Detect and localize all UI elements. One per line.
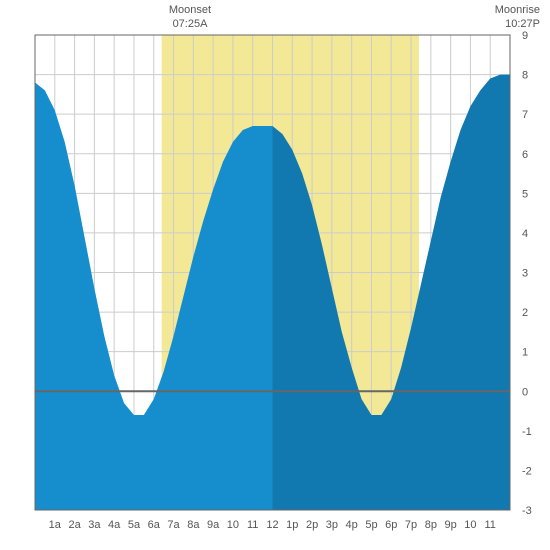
svg-text:10: 10 bbox=[464, 519, 476, 531]
moonset-time: 07:25A bbox=[173, 18, 208, 30]
svg-text:1p: 1p bbox=[286, 519, 298, 531]
svg-text:6: 6 bbox=[522, 149, 528, 161]
svg-text:11: 11 bbox=[247, 519, 258, 531]
svg-text:6p: 6p bbox=[385, 519, 397, 531]
moonrise-title: Moonrise bbox=[495, 4, 540, 16]
svg-text:8: 8 bbox=[522, 70, 528, 82]
svg-text:4p: 4p bbox=[346, 519, 358, 531]
svg-text:1: 1 bbox=[522, 347, 528, 359]
svg-text:7a: 7a bbox=[167, 519, 180, 531]
svg-text:5p: 5p bbox=[365, 519, 377, 531]
svg-text:12: 12 bbox=[266, 519, 278, 531]
svg-text:7p: 7p bbox=[405, 519, 417, 531]
svg-text:-2: -2 bbox=[522, 465, 532, 477]
moonset-label: Moonset 07:25A bbox=[160, 3, 220, 32]
svg-text:6a: 6a bbox=[148, 519, 161, 531]
svg-text:1a: 1a bbox=[49, 519, 62, 531]
svg-text:3a: 3a bbox=[88, 519, 101, 531]
svg-text:-3: -3 bbox=[522, 505, 532, 517]
svg-text:2a: 2a bbox=[68, 519, 81, 531]
svg-text:8p: 8p bbox=[425, 519, 437, 531]
svg-text:-1: -1 bbox=[522, 426, 532, 438]
moonrise-label: Moonrise 10:27P bbox=[480, 3, 540, 32]
moonrise-time: 10:27P bbox=[505, 18, 540, 30]
svg-text:10: 10 bbox=[227, 519, 239, 531]
svg-text:5a: 5a bbox=[128, 519, 141, 531]
svg-text:9p: 9p bbox=[445, 519, 457, 531]
svg-text:3p: 3p bbox=[326, 519, 338, 531]
svg-text:4a: 4a bbox=[108, 519, 121, 531]
moonset-title: Moonset bbox=[169, 4, 211, 16]
svg-text:8a: 8a bbox=[187, 519, 200, 531]
svg-text:7: 7 bbox=[522, 109, 528, 121]
svg-text:2: 2 bbox=[522, 307, 528, 319]
svg-text:11: 11 bbox=[484, 519, 495, 531]
chart-svg: 1a2a3a4a5a6a7a8a9a1011121p2p3p4p5p6p7p8p… bbox=[0, 0, 550, 550]
svg-text:0: 0 bbox=[522, 386, 528, 398]
svg-text:2p: 2p bbox=[306, 519, 318, 531]
svg-text:9: 9 bbox=[522, 30, 528, 42]
svg-text:5: 5 bbox=[522, 188, 528, 200]
svg-text:9a: 9a bbox=[207, 519, 220, 531]
svg-text:3: 3 bbox=[522, 268, 528, 280]
tide-chart: Moonset 07:25A Moonrise 10:27P 1a 2a 3a 4a 5… bbox=[0, 0, 550, 550]
svg-text:4: 4 bbox=[522, 228, 528, 240]
